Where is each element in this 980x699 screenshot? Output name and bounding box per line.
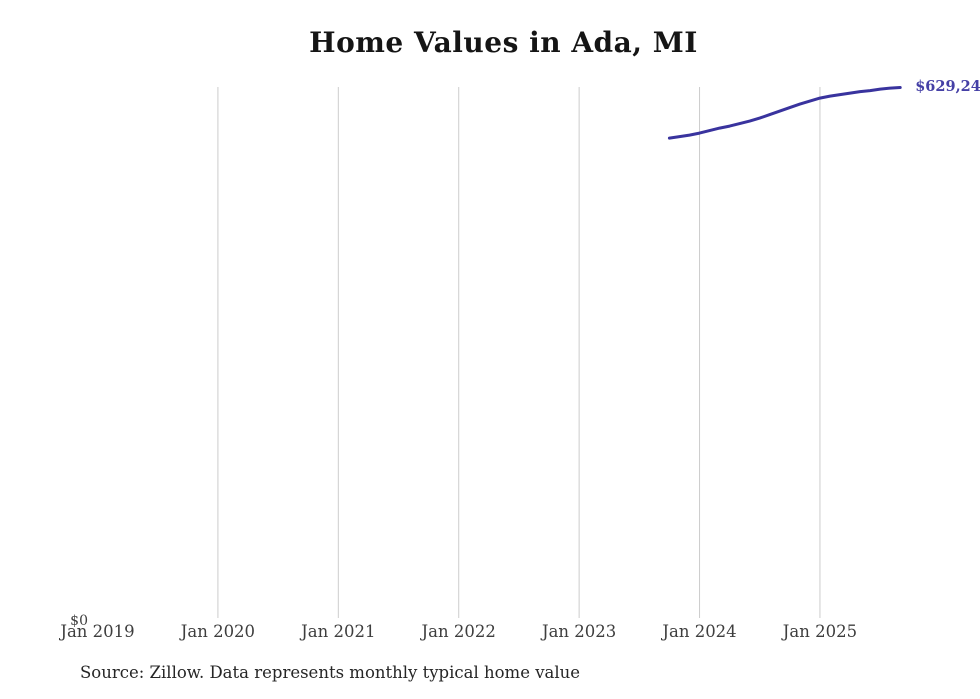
last-value-label: $629,244 <box>915 77 980 95</box>
x-axis-label: Jan 2020 <box>180 622 256 641</box>
chart-title: Home Values in Ada, MI <box>309 26 698 59</box>
x-axis-label: Jan 2021 <box>301 622 376 641</box>
source-note: Source: Zillow. Data represents monthly … <box>80 663 581 682</box>
x-axis-label: Jan 2019 <box>60 622 135 641</box>
x-axis-label: Jan 2023 <box>541 622 617 641</box>
home-value-line <box>667 86 902 140</box>
x-axis-label: Jan 2024 <box>662 622 737 641</box>
y-axis-zero-label: $0 <box>70 613 88 629</box>
x-axis-label: Jan 2025 <box>782 622 858 641</box>
x-axis-label: Jan 2022 <box>421 622 496 641</box>
